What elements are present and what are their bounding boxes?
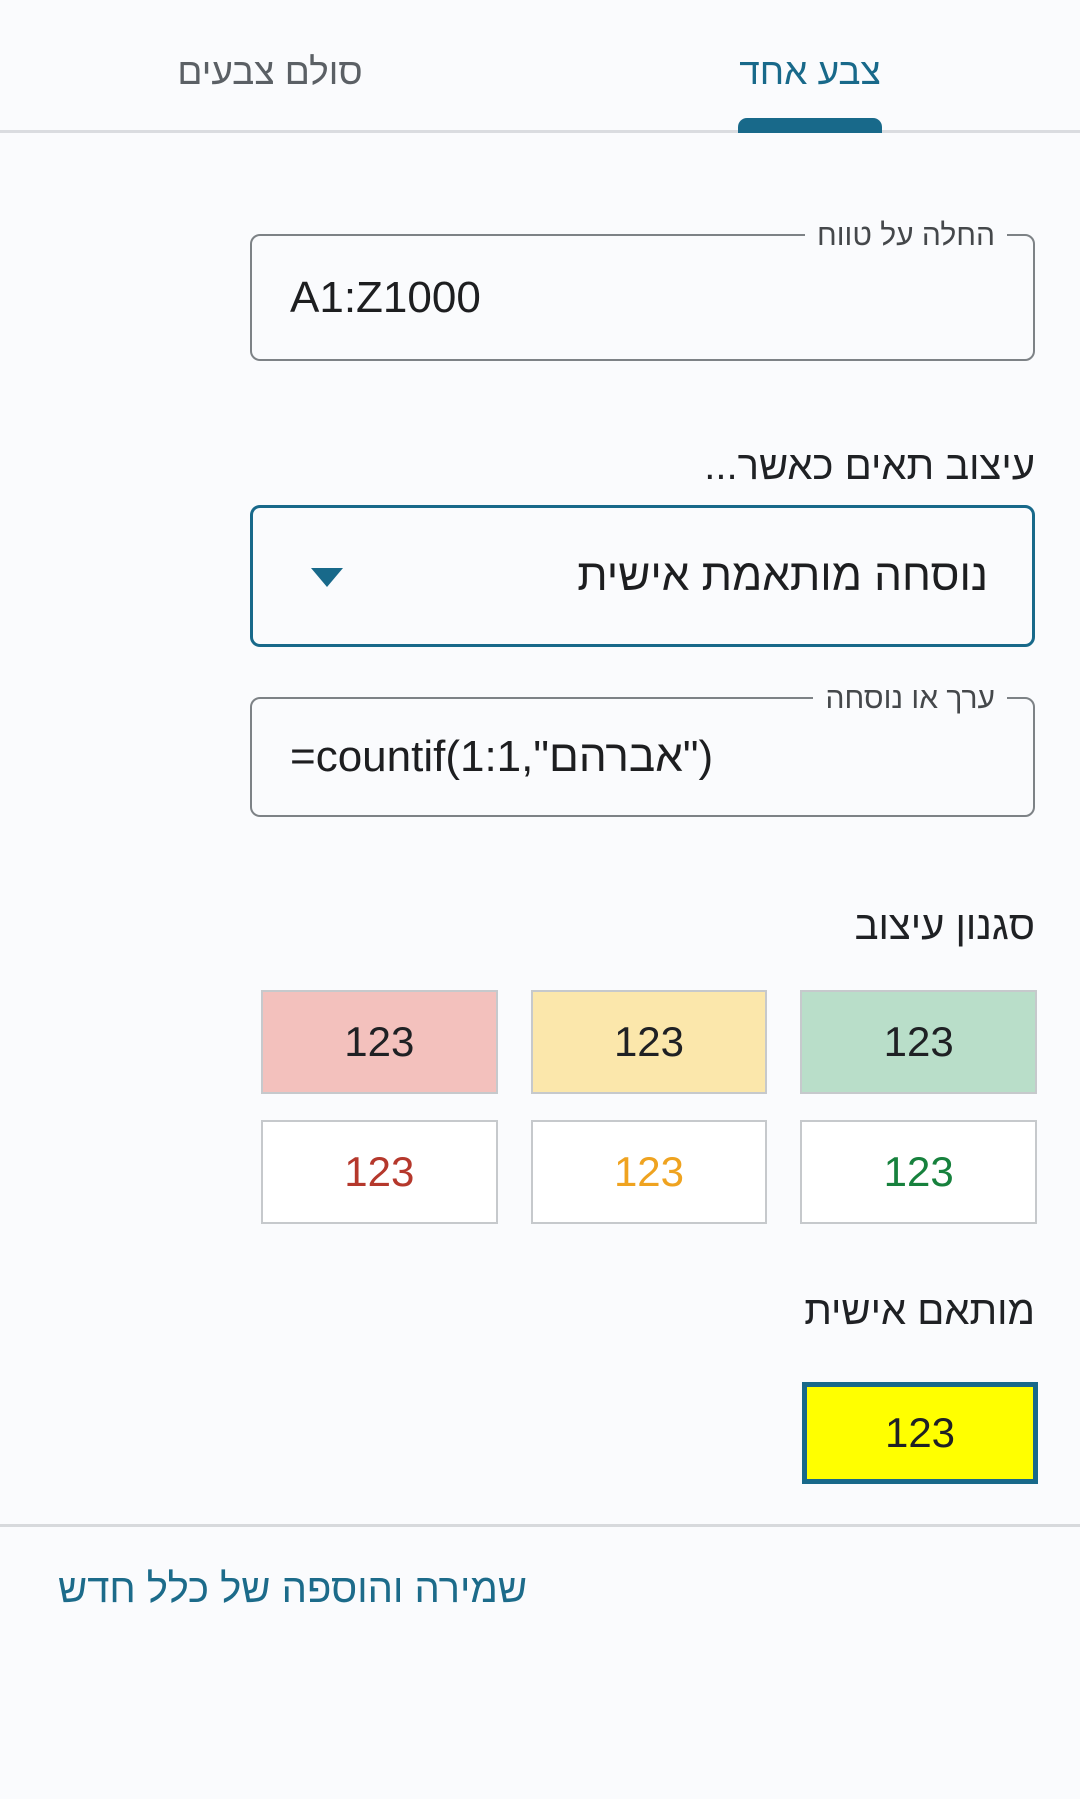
custom-style-title: מותאם אישית xyxy=(804,1289,1035,1333)
apply-to-range-value: A1:Z1000 xyxy=(290,272,481,322)
apply-to-range-field[interactable]: החלה על טווח A1:Z1000 xyxy=(250,218,1035,361)
footer-divider xyxy=(0,1524,1080,1527)
condition-dropdown-value: נוסחה מותאמת אישית xyxy=(577,551,988,600)
style-preset-grid: 123 123 123 123 123 123 xyxy=(261,990,1037,1224)
chevron-down-icon xyxy=(311,568,343,587)
style-swatch-green-fill[interactable]: 123 xyxy=(800,990,1037,1094)
value-or-formula-field[interactable]: ערך או נוסחה =countif(1:1,"אברהם") xyxy=(250,681,1035,817)
style-swatch-yellow-fill[interactable]: 123 xyxy=(530,990,768,1094)
format-tab-bar: צבע אחד סולם צבעים xyxy=(0,0,1080,133)
apply-to-range-label: החלה על טווח xyxy=(804,218,1007,254)
condition-dropdown[interactable]: נוסחה מותאמת אישית xyxy=(250,505,1035,647)
style-swatch-red-text[interactable]: 123 xyxy=(261,1120,498,1224)
custom-swatch-row: 123 xyxy=(0,1382,1038,1484)
value-or-formula-value: =countif(1:1,"אברהם") xyxy=(290,732,714,781)
formatting-style-title: סגנון עיצוב xyxy=(854,904,1035,948)
tab-color-scale[interactable]: סולם צבעים xyxy=(177,51,363,92)
tab-single-color[interactable]: צבע אחד xyxy=(739,51,881,92)
value-or-formula-label: ערך או נוסחה xyxy=(813,681,1007,717)
style-swatch-orange-text[interactable]: 123 xyxy=(530,1120,768,1224)
format-cells-when-label: עיצוב תאים כאשר... xyxy=(704,444,1035,488)
style-swatch-red-fill[interactable]: 123 xyxy=(261,990,498,1094)
custom-style-swatch-selected[interactable]: 123 xyxy=(802,1382,1038,1484)
save-and-add-rule-link[interactable]: שמירה והוספה של כלל חדש xyxy=(58,1567,528,1611)
style-swatch-green-text[interactable]: 123 xyxy=(800,1120,1037,1224)
active-tab-indicator xyxy=(738,118,882,133)
